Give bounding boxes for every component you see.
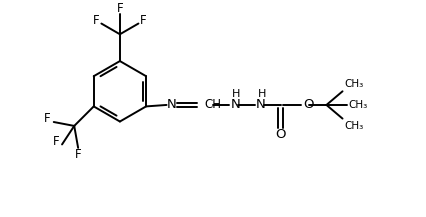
Text: CH₃: CH₃ <box>348 100 367 110</box>
Text: N: N <box>166 99 176 112</box>
Text: H: H <box>232 89 240 99</box>
Text: F: F <box>52 135 59 148</box>
Text: CH₃: CH₃ <box>344 79 363 89</box>
Text: F: F <box>116 2 123 15</box>
Text: F: F <box>44 112 51 125</box>
Text: F: F <box>75 148 81 161</box>
Text: O: O <box>303 99 313 112</box>
Text: O: O <box>275 128 285 141</box>
Text: CH₃: CH₃ <box>344 121 363 131</box>
Text: N: N <box>230 99 239 112</box>
Text: H: H <box>257 89 265 99</box>
Text: F: F <box>93 14 100 27</box>
Text: CH: CH <box>204 99 221 112</box>
Text: F: F <box>140 14 146 27</box>
Text: N: N <box>255 99 265 112</box>
